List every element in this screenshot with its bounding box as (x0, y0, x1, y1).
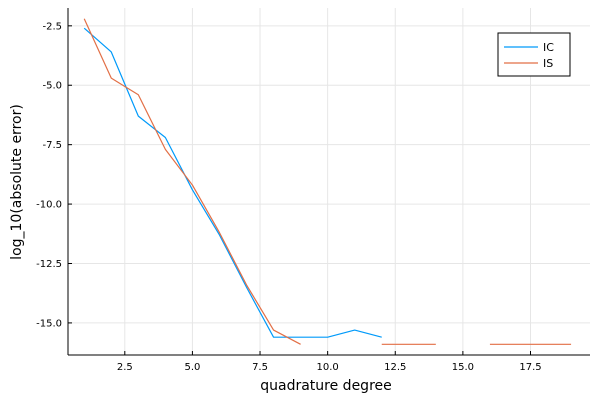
legend-label-ic: IC (543, 41, 554, 54)
x-axis-title: quadrature degree (260, 378, 392, 394)
grid (68, 8, 590, 355)
legend: IC IS (497, 32, 571, 77)
x-tick-label: 5.0 (184, 362, 200, 373)
y-tick-label: -7.5 (42, 140, 62, 151)
legend-box (497, 32, 571, 77)
x-tick-label: 12.5 (384, 362, 406, 373)
y-tick-label: -15.0 (36, 318, 62, 329)
x-ticks: 2.5 5.0 7.5 10.0 12.5 15.0 17.5 (117, 351, 542, 373)
legend-label-is: IS (543, 57, 553, 70)
x-tick-label: 10.0 (317, 362, 339, 373)
y-tick-label: -10.0 (36, 200, 62, 211)
series-line-is (83, 18, 572, 345)
y-ticks: -2.5 -5.0 -7.5 -10.0 -12.5 -15.0 (36, 21, 72, 329)
y-tick-label: -5.0 (42, 81, 62, 92)
series-line-ic (83, 27, 382, 338)
axes (67, 8, 590, 356)
y-axis-title: log_10(absolute error) (9, 104, 25, 260)
x-tick-label: 17.5 (519, 362, 541, 373)
series-layer (83, 18, 572, 345)
y-tick-label: -12.5 (36, 259, 62, 270)
x-tick-label: 2.5 (117, 362, 133, 373)
x-tick-label: 7.5 (252, 362, 268, 373)
y-tick-label: -2.5 (42, 21, 62, 32)
x-tick-label: 15.0 (452, 362, 474, 373)
